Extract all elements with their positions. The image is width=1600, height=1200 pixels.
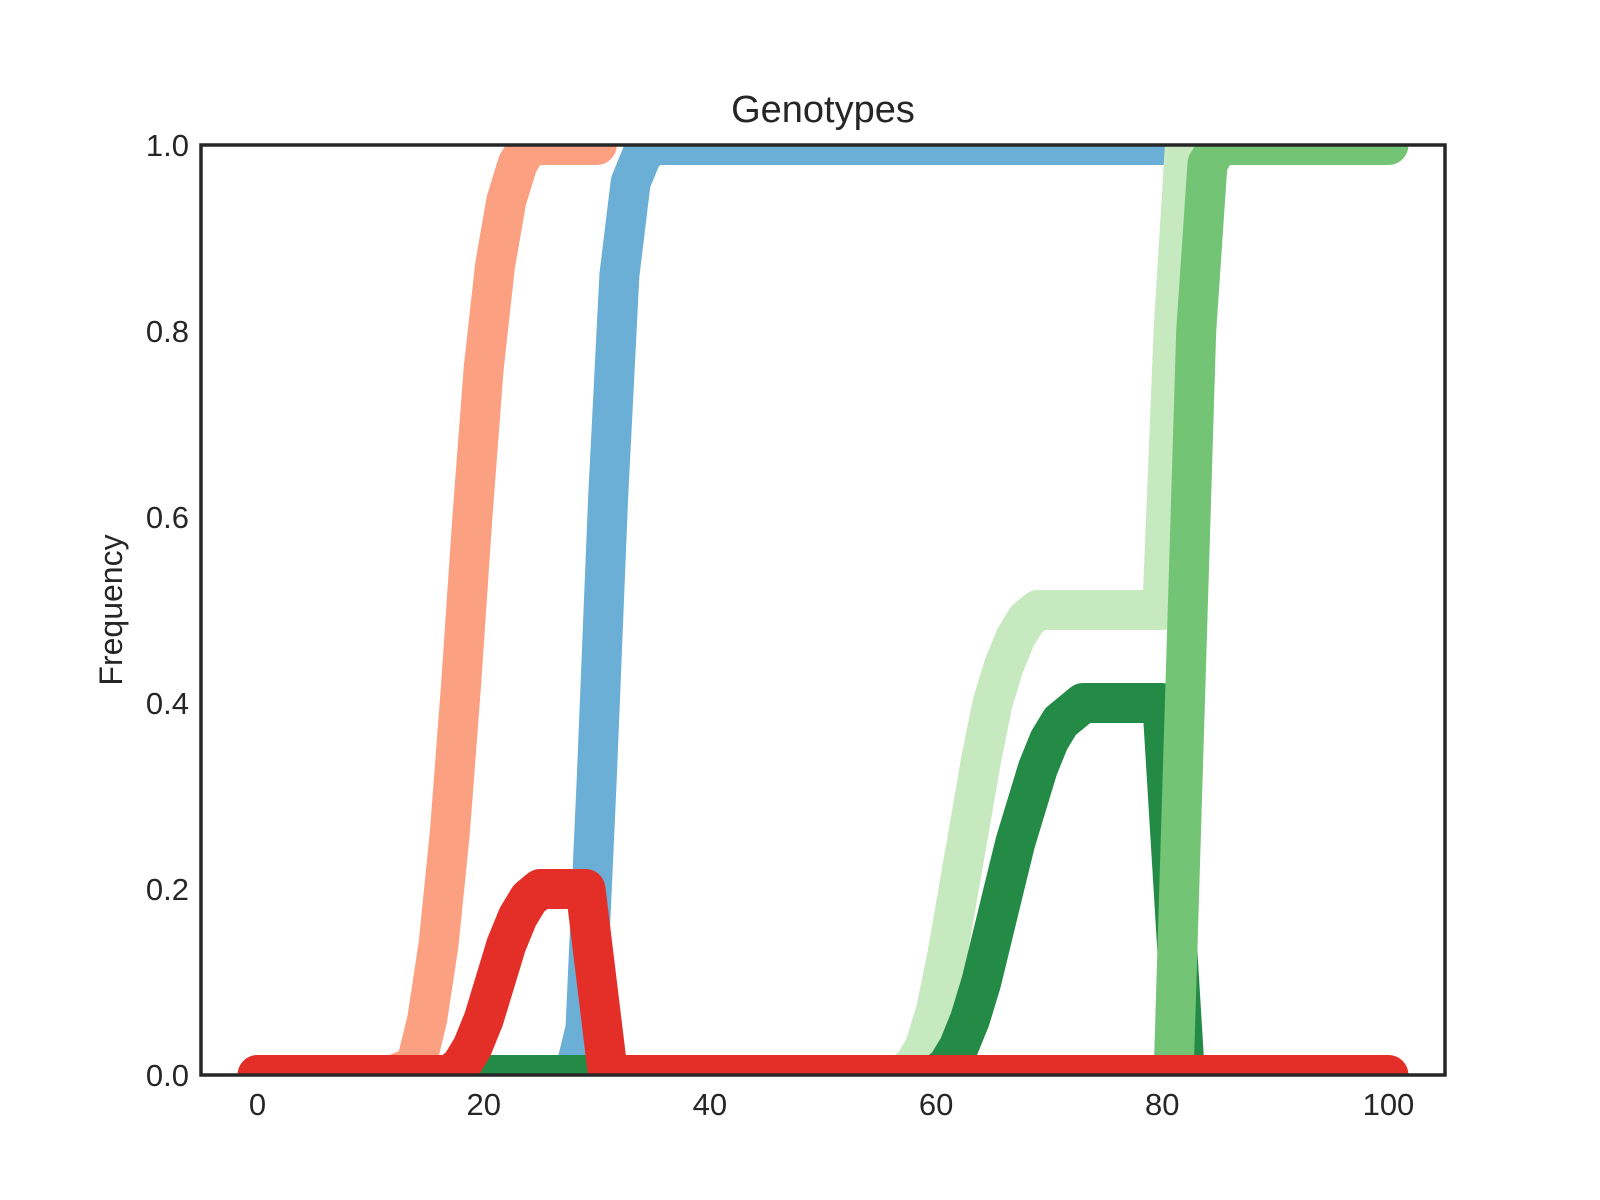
x-tick-label: 80 (1145, 1087, 1179, 1122)
x-tick-label: 60 (919, 1087, 953, 1122)
plot-frame (199, 143, 1447, 1077)
y-tick-label: 0.0 (146, 1058, 189, 1093)
y-tick-label: 1.0 (146, 128, 189, 163)
y-tick-labels: 0.0 0.2 0.4 0.6 0.8 1.0 (146, 128, 189, 1093)
y-tick-label: 0.2 (146, 872, 189, 907)
y-tick-label: 0.4 (146, 686, 189, 721)
y-tick-label: 0.6 (146, 500, 189, 535)
x-tick-label: 100 (1363, 1087, 1415, 1122)
x-tick-labels: 0 20 40 60 80 100 (249, 1087, 1414, 1122)
series-line-1 (237, 145, 617, 1075)
series-line-4 (441, 683, 1205, 1075)
chart-title: Genotypes (731, 89, 915, 131)
y-axis-label: Frequency (93, 534, 129, 685)
y-tick-label: 0.8 (146, 314, 189, 349)
series-group (237, 145, 1409, 1075)
series-line-5 (1153, 145, 1409, 1075)
x-tick-label: 20 (466, 1087, 500, 1122)
series-line-6 (237, 869, 1409, 1075)
series-line-3 (859, 145, 1205, 1075)
x-tick-label: 0 (249, 1087, 266, 1122)
x-tick-label: 40 (693, 1087, 727, 1122)
